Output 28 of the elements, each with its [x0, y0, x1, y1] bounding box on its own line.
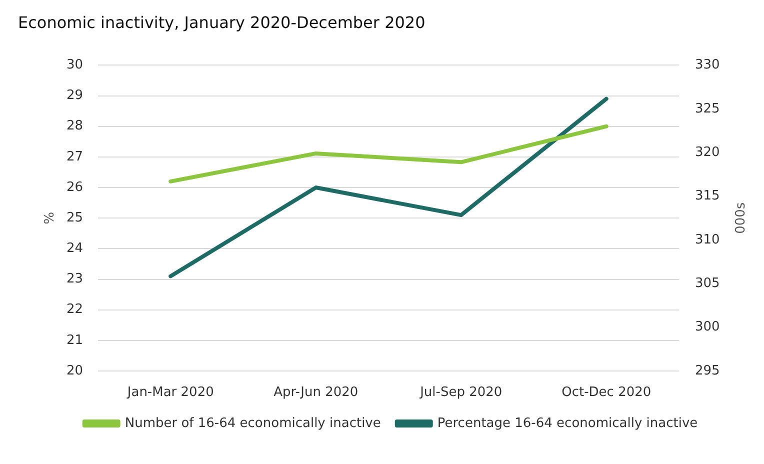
y-tick-label: 24: [66, 241, 83, 256]
y-tick-label: 25: [66, 210, 83, 226]
y2-tick-label: 325: [695, 101, 720, 116]
y2-tick-label: 295: [695, 363, 720, 378]
x-tick-label: Apr-Jun 2020: [274, 385, 358, 400]
y2-tick-label: 330: [695, 58, 720, 73]
x-tick-label: Jul-Sep 2020: [419, 385, 502, 400]
x-tick-label: Oct-Dec 2020: [562, 385, 652, 400]
y-tick-label: 29: [66, 88, 83, 104]
y-tick-label: 20: [66, 363, 83, 378]
legend-label: Percentage 16-64 economically inactive: [437, 416, 698, 431]
y-tick-label: 26: [66, 180, 83, 195]
y-tick-label: 22: [66, 302, 83, 318]
y-tick-label: 28: [66, 118, 83, 134]
y2-tick-label: 320: [695, 144, 720, 160]
y2-axis-title: 000s: [733, 202, 748, 234]
legend-label: Number of 16-64 economically inactive: [124, 416, 381, 431]
x-tick-label: Jan-Mar 2020: [126, 385, 214, 400]
y2-tick-label: 300: [695, 320, 720, 335]
y2-tick-label: 310: [695, 232, 720, 248]
y-axis-title: %: [42, 212, 58, 224]
y-tick-label: 27: [66, 149, 83, 164]
y-tick-label: 23: [66, 272, 83, 287]
y-tick-label: 21: [66, 332, 83, 348]
y2-tick-label: 315: [695, 188, 720, 204]
chart-title: Economic inactivity, January 2020-December 2020: [18, 12, 426, 32]
y-tick-label: 30: [66, 58, 83, 73]
y2-tick-label: 305: [695, 276, 720, 292]
